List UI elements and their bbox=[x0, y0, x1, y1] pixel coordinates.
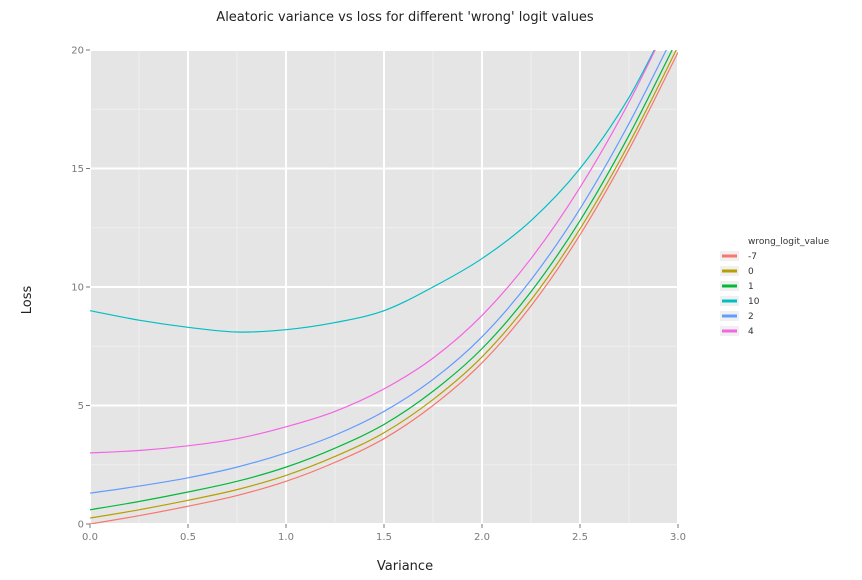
y-tick-label: 0 bbox=[78, 520, 84, 531]
series-line-0 bbox=[90, 50, 677, 519]
x-axis: 0.0 0.5 1.0 1.5 2.0 2.5 3.0 bbox=[82, 524, 686, 543]
legend-title: wrong_logit_value bbox=[748, 237, 830, 247]
y-tick-label: 5 bbox=[78, 401, 84, 412]
y-tick-label: 20 bbox=[71, 46, 84, 57]
x-tick-label: 3.0 bbox=[670, 532, 686, 543]
y-axis: 0 5 10 15 20 bbox=[71, 46, 90, 531]
legend-label-0: 0 bbox=[748, 267, 754, 277]
legend-label-2: 2 bbox=[748, 312, 754, 322]
x-tick-label: 2.5 bbox=[572, 532, 588, 543]
chart-title: Aleatoric variance vs loss for different… bbox=[216, 10, 594, 25]
y-tick-label: 15 bbox=[71, 164, 84, 175]
y-tick-label: 10 bbox=[71, 283, 84, 294]
series-line-4 bbox=[90, 50, 656, 454]
legend-label-4: 4 bbox=[748, 327, 754, 337]
series-line--7 bbox=[90, 52, 678, 524]
legend-label--7: -7 bbox=[748, 252, 757, 262]
series-line-1 bbox=[90, 50, 673, 511]
x-tick-label: 0.0 bbox=[82, 532, 98, 543]
x-tick-label: 0.5 bbox=[180, 532, 196, 543]
x-tick-label: 1.5 bbox=[376, 532, 392, 543]
series-layer bbox=[90, 50, 678, 524]
legend-label-10: 10 bbox=[748, 297, 760, 307]
legend-label-1: 1 bbox=[748, 282, 754, 292]
y-axis-label: Loss bbox=[20, 286, 35, 315]
series-line-10 bbox=[90, 50, 655, 333]
x-tick-label: 1.0 bbox=[278, 532, 294, 543]
legend: wrong_logit_value -7 0 1 10 2 4 bbox=[720, 237, 830, 337]
x-tick-label: 2.0 bbox=[474, 532, 490, 543]
series-line-2 bbox=[90, 50, 667, 494]
x-axis-label: Variance bbox=[377, 559, 433, 574]
